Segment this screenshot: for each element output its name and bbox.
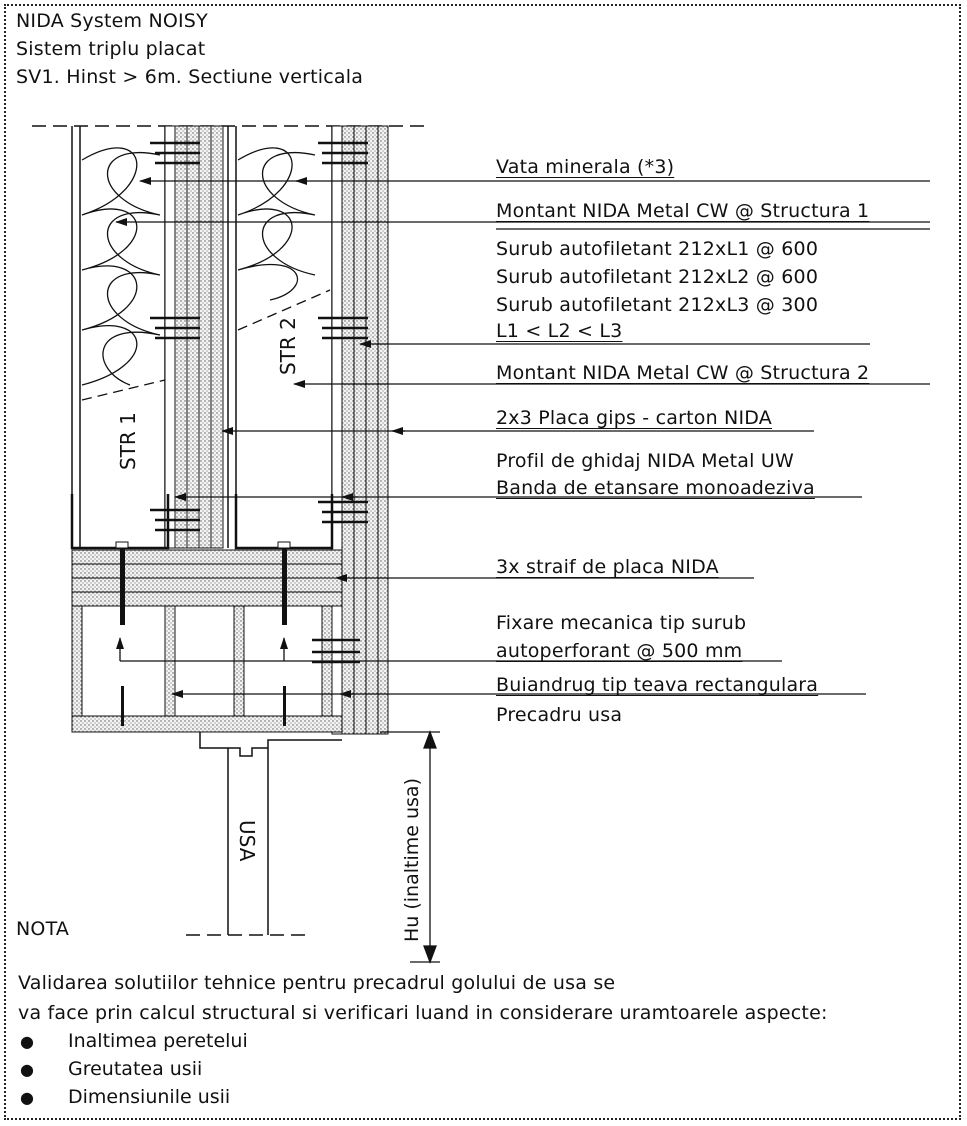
- label-screw-l1: Surub autofiletant 212xL1 @ 600: [496, 238, 819, 260]
- header-subtitle: Sistem triplu placat: [16, 38, 206, 60]
- note-bullet-2: Greutatea usii: [68, 1058, 203, 1080]
- straif-3: [71, 577, 343, 593]
- drawing-frame: [4, 4, 961, 1120]
- uw-profile-1: [70, 494, 170, 550]
- header-title: NIDA System NOISY: [16, 10, 208, 32]
- label-fixing-2: autoperforant @ 500 mm: [496, 640, 743, 662]
- label-screw-l3: Surub autofiletant 212xL3 @ 300: [496, 294, 819, 316]
- label-sealing-tape: Banda de etansare monoadeziva: [496, 477, 815, 499]
- note-line-1: Validarea solutiilor tehnice pentru prec…: [18, 972, 616, 994]
- label-guide-profile: Profil de ghidaj NIDA Metal UW: [496, 450, 794, 472]
- straif-2: [71, 563, 343, 579]
- bullet-icon: ●: [20, 1060, 34, 1079]
- bullet-icon: ●: [20, 1032, 34, 1051]
- label-stud-structure-1: Montant NIDA Metal CW @ Structura 1: [496, 200, 870, 222]
- label-fixing-1: Fixare mecanica tip surub: [496, 612, 747, 634]
- mineral-wool-str2: [237, 147, 331, 331]
- label-lintel: Buiandrug tip teava rectangulara: [496, 674, 819, 696]
- height-dimension: [380, 730, 440, 964]
- straif-1: [71, 549, 343, 565]
- note-title: NOTA: [16, 918, 70, 940]
- label-mineral-wool: Vata minerala (*3): [496, 156, 675, 178]
- screws: [150, 141, 368, 664]
- str2-label: STR 2: [276, 317, 300, 375]
- anchor-bolts: [115, 541, 291, 726]
- label-door-frame: Precadru usa: [496, 704, 623, 726]
- label-gypsum-board: 2x3 Placa gips - carton NIDA: [496, 407, 772, 429]
- door-label: USA: [235, 820, 259, 862]
- uw-profile-2: [234, 494, 334, 550]
- label-board-strips: 3x straif de placa NIDA: [496, 556, 719, 578]
- board-str2-a: [341, 125, 355, 735]
- bullet-icon: ●: [20, 1088, 34, 1107]
- label-length-condition: L1 < L2 < L3: [496, 320, 623, 342]
- note-bullet-3: Dimensiunile usii: [68, 1086, 231, 1108]
- header-section: SV1. Hinst > 6m. Sectiune verticala: [16, 66, 364, 88]
- door-frame-bottom: [71, 715, 343, 733]
- note-line-2: va face prin calcul structural si verifi…: [18, 1002, 828, 1024]
- str1-label: STR 1: [116, 412, 140, 470]
- leader-lines: [115, 177, 930, 698]
- label-stud-structure-2: Montant NIDA Metal CW @ Structura 2: [496, 362, 870, 384]
- door-height-label: Hu (inaltime usa): [401, 778, 423, 942]
- label-screw-l2: Surub autofiletant 212xL2 @ 600: [496, 266, 819, 288]
- note-bullet-1: Inaltimea peretelui: [68, 1030, 248, 1052]
- door-leaf: [199, 732, 342, 935]
- mineral-wool-str1: [81, 147, 166, 401]
